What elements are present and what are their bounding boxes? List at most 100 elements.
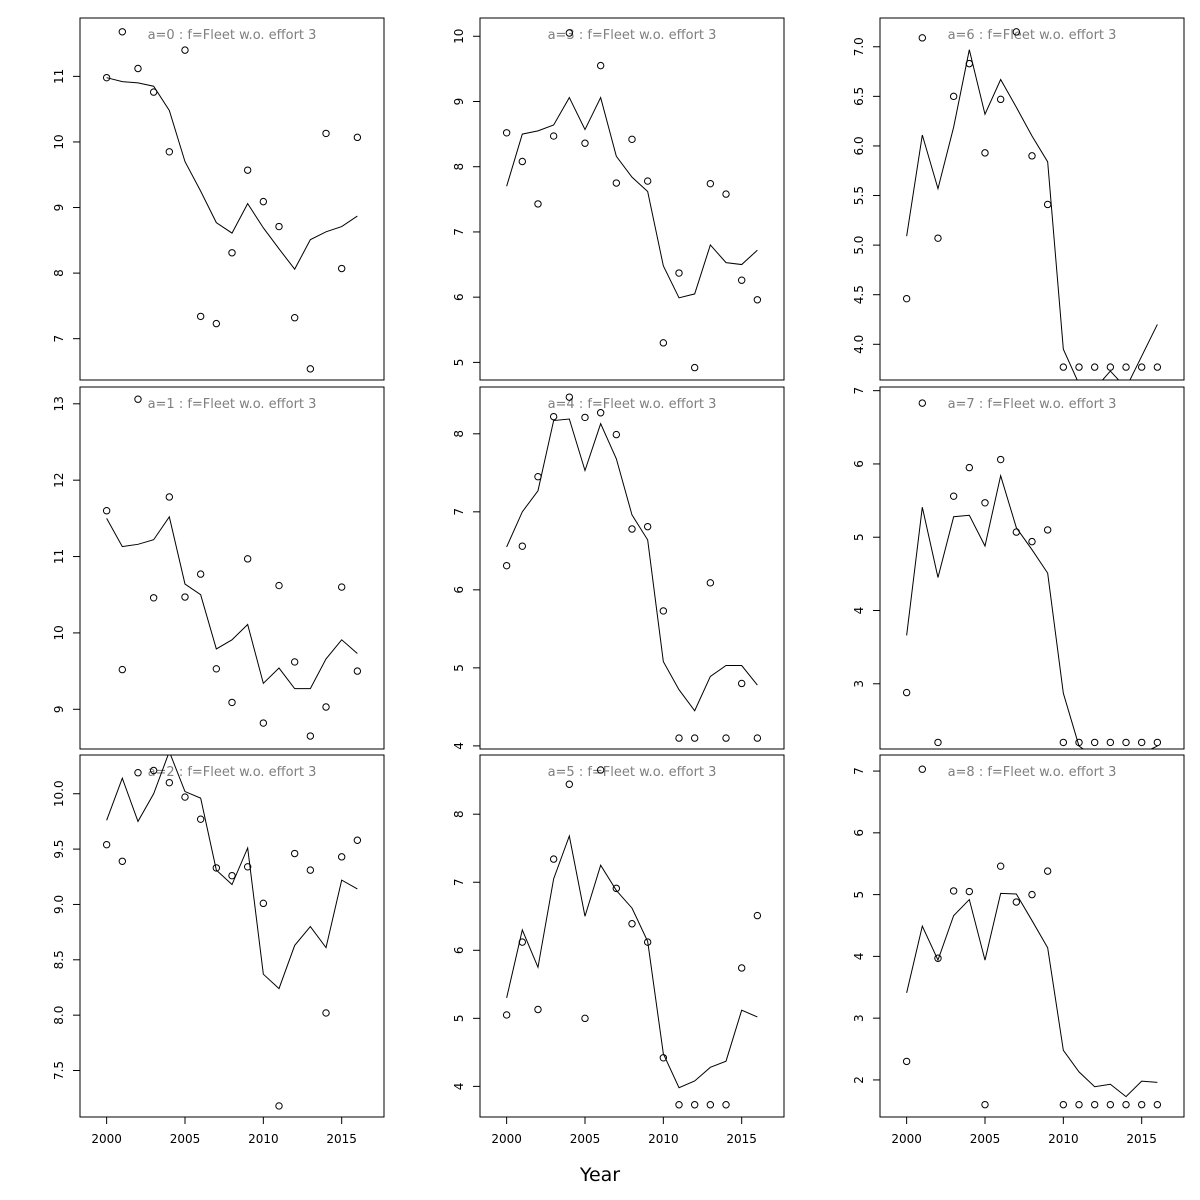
x-tick-label: 2000 — [891, 1132, 922, 1146]
observed-point — [1043, 200, 1052, 209]
observed-point — [275, 222, 283, 231]
fitted-line — [106, 755, 358, 990]
y-tick-label: 4 — [852, 607, 866, 615]
panel-3: a=1 : f=Fleet w.o. effort 3 9 10 11 12 13 — [52, 386, 385, 750]
observed-point — [1075, 363, 1083, 371]
observed-point — [934, 738, 942, 747]
observed-point — [690, 1101, 699, 1109]
x-tick-label: 2000 — [91, 1132, 122, 1146]
observed-point — [596, 61, 605, 70]
observed-point — [549, 132, 558, 140]
x-tick-label: 2005 — [170, 1132, 201, 1146]
y-tick-label: 9 — [52, 705, 66, 713]
observed-point — [902, 688, 911, 697]
observed-point — [565, 29, 574, 37]
observed-point — [1028, 537, 1036, 546]
observed-point — [643, 938, 652, 946]
observed-point — [996, 862, 1005, 870]
observed-point — [259, 719, 268, 727]
observed-point — [102, 73, 111, 82]
y-tick-label: 6 — [452, 293, 466, 301]
observed-point — [581, 139, 589, 147]
observed-point — [1043, 526, 1052, 534]
plot-area — [502, 393, 762, 742]
observed-point — [322, 1009, 330, 1017]
observed-point — [337, 264, 346, 273]
plot-area — [102, 28, 362, 373]
y-tick-label: 4 — [452, 742, 466, 750]
observed-point — [1153, 1100, 1162, 1109]
observed-point — [337, 583, 346, 591]
observed-point — [549, 855, 558, 863]
observed-point — [259, 197, 268, 206]
panel-0: a=0 : f=Fleet w.o. effort 3 7 8 9 10 11 — [52, 17, 385, 381]
observed-point — [290, 658, 299, 666]
y-tick-label: 6 — [452, 586, 466, 594]
observed-point — [518, 157, 527, 166]
y-tick-label: 9.0 — [52, 895, 66, 914]
observed-point — [675, 1101, 683, 1109]
plot-area — [102, 755, 362, 1110]
observed-point — [628, 525, 636, 533]
y-tick-label: 5.0 — [852, 236, 866, 255]
observed-point — [102, 507, 111, 515]
observed-point — [1106, 738, 1115, 747]
y-tick-label: 4.0 — [852, 335, 866, 354]
observed-point — [706, 579, 715, 587]
observed-point — [196, 570, 205, 578]
observed-point — [275, 581, 283, 590]
observed-point — [753, 296, 762, 304]
panel-title: a=8 : f=Fleet w.o. effort 3 — [948, 765, 1117, 780]
y-tick-label: 9 — [452, 98, 466, 106]
y-tick-label: 11 — [52, 69, 66, 84]
fitted-line — [106, 77, 358, 271]
observed-point — [149, 766, 158, 775]
fitted-line — [906, 49, 1158, 380]
observed-point — [596, 766, 605, 774]
observed-point — [706, 179, 715, 188]
observed-point — [1137, 738, 1146, 747]
observed-point — [1122, 363, 1130, 371]
observed-point — [628, 135, 636, 144]
y-tick-label: 6 — [852, 460, 866, 468]
observed-point — [196, 312, 205, 321]
plot-frame — [479, 17, 785, 381]
observed-point — [965, 463, 974, 472]
observed-point — [534, 1005, 542, 1014]
observed-point — [118, 857, 127, 865]
observed-point — [612, 884, 621, 893]
plot-frame — [879, 754, 1185, 1118]
observed-point — [902, 294, 911, 303]
observed-point — [165, 493, 174, 501]
panel-title: a=2 : f=Fleet w.o. effort 3 — [148, 765, 317, 780]
y-tick-label: 8.5 — [52, 950, 66, 969]
observed-point — [353, 133, 362, 142]
y-tick-label: 8 — [452, 430, 466, 438]
observed-point — [306, 365, 315, 373]
y-tick-label: 5 — [452, 359, 466, 367]
observed-point — [612, 430, 621, 439]
observed-point — [134, 395, 142, 403]
observed-point — [643, 177, 652, 185]
observed-point — [228, 871, 236, 880]
observed-point — [918, 399, 927, 407]
y-tick-label: 7 — [452, 878, 466, 886]
y-tick-label: 7.5 — [52, 1061, 66, 1080]
observed-point — [212, 864, 221, 872]
observed-point — [949, 887, 958, 895]
y-tick-label: 8 — [452, 163, 466, 171]
y-tick-label: 5 — [852, 533, 866, 541]
fitted-line — [906, 473, 1158, 749]
panel-7: a=5 : f=Fleet w.o. effort 3 4 5 6 7 8 2000 2005… — [452, 754, 785, 1146]
observed-point — [949, 492, 958, 500]
plot-frame — [479, 754, 785, 1118]
observed-point — [581, 413, 589, 422]
y-tick-label: 6.0 — [852, 136, 866, 155]
observed-point — [1059, 1100, 1068, 1109]
observed-point — [1106, 363, 1115, 371]
y-tick-label: 12 — [52, 473, 66, 488]
y-tick-label: 9.5 — [52, 840, 66, 859]
observed-point — [1106, 1100, 1115, 1109]
observed-point — [134, 769, 142, 777]
y-tick-label: 4.5 — [852, 285, 866, 304]
